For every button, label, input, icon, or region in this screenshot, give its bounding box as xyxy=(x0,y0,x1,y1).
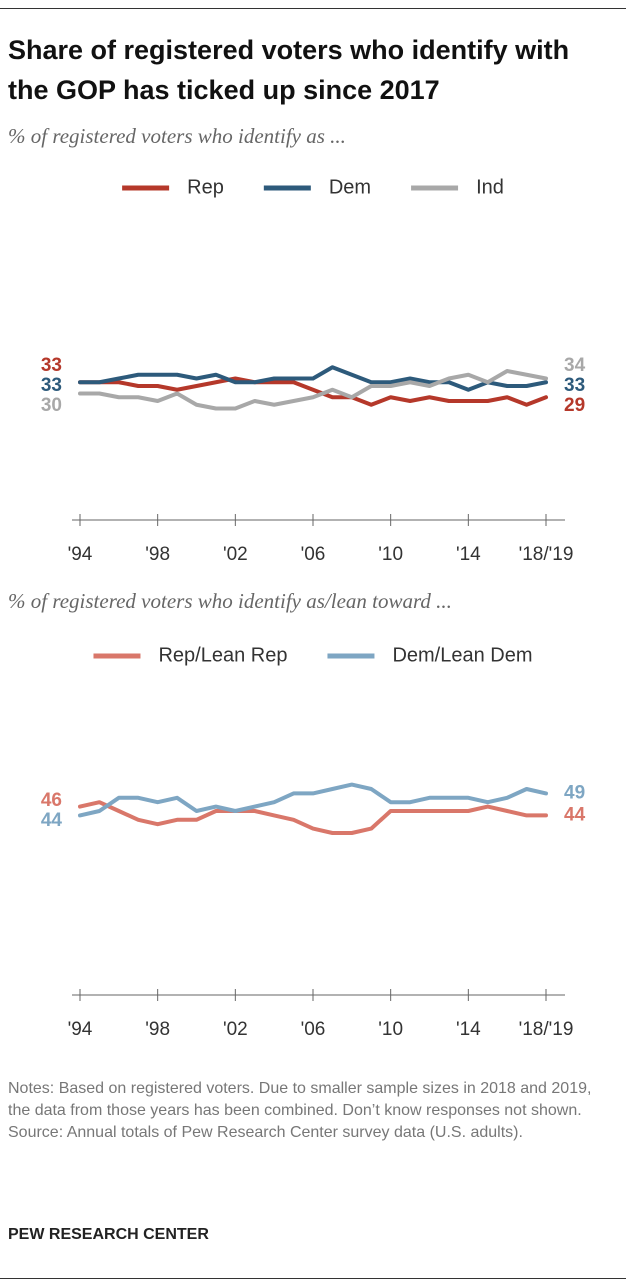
legend-label: Rep xyxy=(187,176,224,198)
legend-label: Ind xyxy=(476,176,504,198)
end-value-label: 33 xyxy=(564,375,585,396)
x-tick-label: '14 xyxy=(456,1019,481,1040)
legend-label: Dem xyxy=(329,176,371,198)
x-tick-label: '02 xyxy=(223,1019,248,1040)
top-rule xyxy=(0,8,626,9)
subtitle: % of registered voters who identify as/l… xyxy=(8,589,452,613)
notes: Notes: Based on registered voters. Due t… xyxy=(8,1080,592,1119)
x-tick-label: '94 xyxy=(68,544,93,565)
x-tick-label: '06 xyxy=(301,544,326,565)
series-line xyxy=(78,365,548,392)
bottom-rule xyxy=(0,1278,626,1279)
end-value-label: 49 xyxy=(564,782,585,803)
series-line xyxy=(78,800,548,835)
end-value-label: 29 xyxy=(564,395,585,416)
end-value-label: 30 xyxy=(41,395,62,416)
x-tick-label: '02 xyxy=(223,544,248,565)
charts: % of registered voters who identify as .… xyxy=(8,124,586,1040)
x-tick-label: '10 xyxy=(378,1019,403,1040)
end-value-label: 33 xyxy=(41,375,62,396)
x-tick-label: '98 xyxy=(145,1019,170,1040)
notes-block: Notes: Based on registered voters. Due t… xyxy=(8,1078,608,1144)
end-value-label: 44 xyxy=(564,804,586,825)
series-line xyxy=(78,369,548,411)
footer: PEW RESEARCH CENTER xyxy=(8,1226,209,1243)
source: Source: Annual totals of Pew Research Ce… xyxy=(8,1124,523,1141)
x-tick-label: '06 xyxy=(301,1019,326,1040)
x-tick-label: '94 xyxy=(68,1019,93,1040)
title: Share of registered voters who identify … xyxy=(8,35,570,105)
series-line xyxy=(78,376,548,407)
legend-label: Dem/Lean Dem xyxy=(392,644,532,666)
legend-label: Rep/Lean Rep xyxy=(158,644,287,666)
x-tick-label: '98 xyxy=(145,544,170,565)
subtitle: % of registered voters who identify as .… xyxy=(8,124,346,148)
x-tick-label: '14 xyxy=(456,544,481,565)
end-value-label: 44 xyxy=(41,810,63,831)
x-tick-label: '18/'19 xyxy=(519,1019,574,1040)
x-tick-label: '10 xyxy=(378,544,403,565)
x-tick-label: '18/'19 xyxy=(519,544,574,565)
end-value-label: 46 xyxy=(41,790,62,811)
series-line xyxy=(78,782,548,818)
end-value-label: 34 xyxy=(564,355,586,376)
end-value-label: 33 xyxy=(41,355,62,376)
